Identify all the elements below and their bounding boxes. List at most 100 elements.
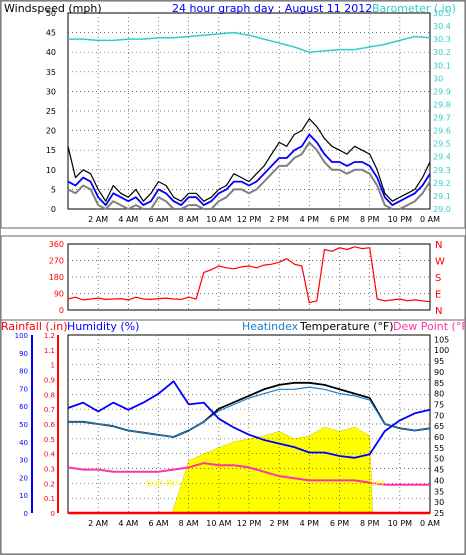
rain-y-tick: 0.2 (44, 480, 55, 488)
wind-y-tick: 20 (46, 127, 56, 136)
barometer-y-tick: 30 (433, 74, 443, 83)
wind-y-tick: 15 (46, 146, 56, 155)
rain-y-tick: 1.1 (44, 347, 55, 355)
x-tick-label: 10 AM (206, 519, 231, 528)
barometer-y-tick: 30.4 (433, 22, 451, 31)
barometer-y-tick: 29.7 (433, 114, 451, 123)
rain-y-tick: 0.9 (44, 377, 55, 385)
humidity-y-tick: 10 (19, 492, 28, 500)
x-tick-label: 2 AM (88, 215, 108, 224)
temperature-y-tick: 95 (434, 357, 444, 366)
humidity-y-tick: 40 (19, 439, 28, 447)
compass-label: W (435, 257, 445, 268)
temperature-y-tick: 90 (434, 368, 444, 377)
humidity-y-tick: 100 (15, 332, 28, 340)
temperature-y-tick: 40 (434, 476, 444, 485)
wind-panel-border (0, 0, 466, 229)
temperature-y-tick: 75 (434, 400, 444, 409)
x-tick-label: 6 AM (148, 215, 168, 224)
wind-y-tick: 30 (46, 87, 56, 96)
temperature-y-tick: 85 (434, 379, 444, 388)
rain-y-tick: 0.7 (44, 406, 55, 414)
temperature-y-tick: 65 (434, 422, 444, 431)
x-tick-label: 8 AM (179, 519, 199, 528)
x-tick-label: 2 PM (269, 519, 288, 528)
wind-average-line (67, 133, 431, 207)
heatindex-label: Heatindex (242, 320, 299, 333)
wind-y-tick: 40 (46, 48, 56, 57)
direction-y-tick: 90 (54, 290, 64, 299)
rain-y-tick: 0.3 (44, 466, 55, 474)
x-tick-label: 10 AM (206, 215, 231, 224)
direction-y-axis: 0 90 180 270 360 (49, 240, 64, 315)
x-tick-label: 2 AM (88, 519, 108, 528)
windspeed-line (67, 118, 431, 202)
wind-grid (68, 13, 430, 209)
x-tick-label: 0 AM (420, 215, 440, 224)
direction-series (67, 246, 431, 304)
temperature-y-tick: 80 (434, 390, 444, 399)
x-tick-label: 12 PM (237, 519, 262, 528)
rain-y-tick: 0.6 (44, 421, 56, 429)
rain-y-tick: 0.4 (44, 451, 56, 459)
heatindex-line (68, 386, 431, 438)
x-tick-label: 6 PM (330, 519, 349, 528)
x-tick-label: 2 PM (269, 215, 288, 224)
wind-y-tick: 45 (46, 29, 56, 38)
barometer-y-tick: 30.1 (433, 61, 451, 70)
rain-y-tick: 1.2 (44, 332, 55, 340)
x-tick-label: 6 AM (148, 519, 168, 528)
temperature-series (67, 380, 431, 515)
temperature-y-tick: 30 (434, 498, 444, 507)
temperature-panel-border (0, 319, 466, 555)
direction-grid (68, 244, 430, 310)
rain-y-tick: 0.5 (44, 436, 55, 444)
wind-x-axis: 2 AM 4 AM 6 AM 8 AM 10 AM 12 PM 2 PM 4 PM 6 PM 8 … (88, 215, 440, 224)
temperature-y-tick: 45 (434, 466, 444, 475)
rain-y-tick: 1 (51, 362, 55, 370)
temperature-y-tick: 55 (434, 444, 444, 453)
humidity-label: Humidity (%) (67, 320, 139, 333)
barometer-y-tick: 30.5 (433, 9, 451, 18)
temperature-panel: 0 0.1 0.2 0.3 0.4 0.5 0.6 0.7 0.8 0.9 1 1.1 1.2 0 10 2… (0, 319, 466, 555)
barometer-y-tick: 29.8 (433, 100, 451, 109)
wind-y-axis: 0 5 10 15 20 25 30 35 40 45 50 (46, 9, 56, 214)
windspeed-label: Windspeed (mph) (4, 2, 102, 15)
temperature-label: Temperature (°F) (299, 320, 394, 333)
chart-title: 24 hour graph day : August 11 2012 (172, 2, 372, 15)
humidity-y-tick: 90 (19, 350, 28, 358)
barometer-y-tick: 29.0 (433, 205, 451, 214)
x-tick-label: 10 PM (388, 519, 413, 528)
rain-y-tick: 0 (51, 510, 55, 518)
dewpoint-line (67, 462, 430, 486)
compass-label: N (435, 306, 442, 317)
temperature-y-tick: 25 (434, 509, 444, 518)
rain-y-tick: 0.8 (44, 391, 55, 399)
humidity-y-tick: 70 (19, 385, 28, 393)
x-tick-label: 4 AM (118, 519, 138, 528)
humidity-y-tick: 80 (19, 368, 28, 376)
wind-series (67, 31, 431, 210)
wind-y-tick: 5 (51, 185, 56, 194)
x-tick-label: 4 AM (118, 215, 138, 224)
rain-y-tick: 0.1 (44, 495, 55, 503)
humidity-y-tick: 60 (19, 403, 28, 411)
humidity-y-tick: 0 (24, 510, 28, 518)
humidity-y-tick: 20 (19, 474, 28, 482)
humidity-y-tick: 50 (19, 421, 28, 429)
temperature-y-tick: 70 (434, 411, 444, 420)
direction-y-tick: 270 (49, 257, 64, 266)
barometer-y-tick: 29.1 (433, 192, 451, 201)
x-tick-label: 4 PM (300, 215, 319, 224)
x-tick-label: 8 PM (360, 215, 379, 224)
temperature-y-tick: 50 (434, 455, 444, 464)
barometer-y-axis: 29.0 29.1 29.2 29.3 29.4 29.5 29.6 29.7 29.8 29.9… (433, 9, 451, 214)
humidity-line (67, 380, 431, 459)
barometer-label: Barometer (.in) (372, 2, 456, 15)
wind-gust-shadow-line (67, 141, 431, 210)
wind-direction-line (67, 246, 431, 304)
